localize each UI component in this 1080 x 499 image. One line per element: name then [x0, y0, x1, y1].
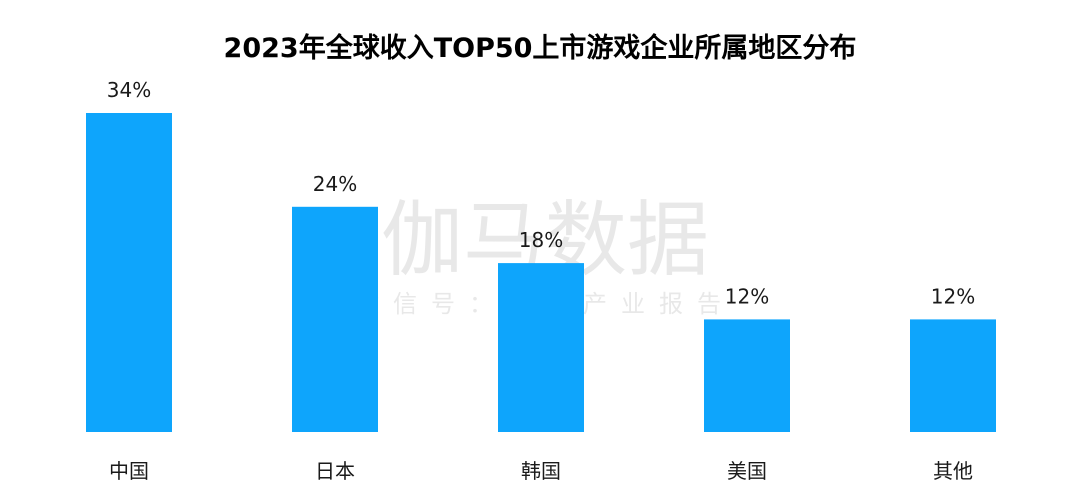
- data-label-5: 12%: [931, 284, 975, 308]
- category-label-4: 美国: [727, 459, 767, 483]
- data-label-3: 18%: [519, 228, 563, 252]
- bars-group: [86, 113, 996, 432]
- bar-2: [292, 206, 378, 432]
- category-label-2: 日本: [315, 459, 355, 483]
- bar-1: [86, 113, 172, 432]
- bar-3: [498, 263, 584, 432]
- data-label-4: 12%: [725, 284, 769, 308]
- chart-title: 2023年全球收入TOP50上市游戏企业所属地区分布: [223, 33, 857, 64]
- category-label-1: 中国: [109, 459, 149, 483]
- category-label-3: 韩国: [521, 459, 561, 483]
- category-labels-group: 中国 日本 韩国 美国 其他: [109, 459, 973, 483]
- bar-5: [910, 319, 996, 432]
- data-labels-group: 34% 24% 18% 12% 12%: [107, 78, 975, 308]
- category-label-5: 其他: [933, 459, 973, 483]
- data-label-1: 34%: [107, 78, 151, 102]
- data-label-2: 24%: [313, 172, 357, 196]
- watermark: 伽马数据 微信号：游戏产业报告: [355, 193, 721, 318]
- bar-4: [704, 319, 790, 432]
